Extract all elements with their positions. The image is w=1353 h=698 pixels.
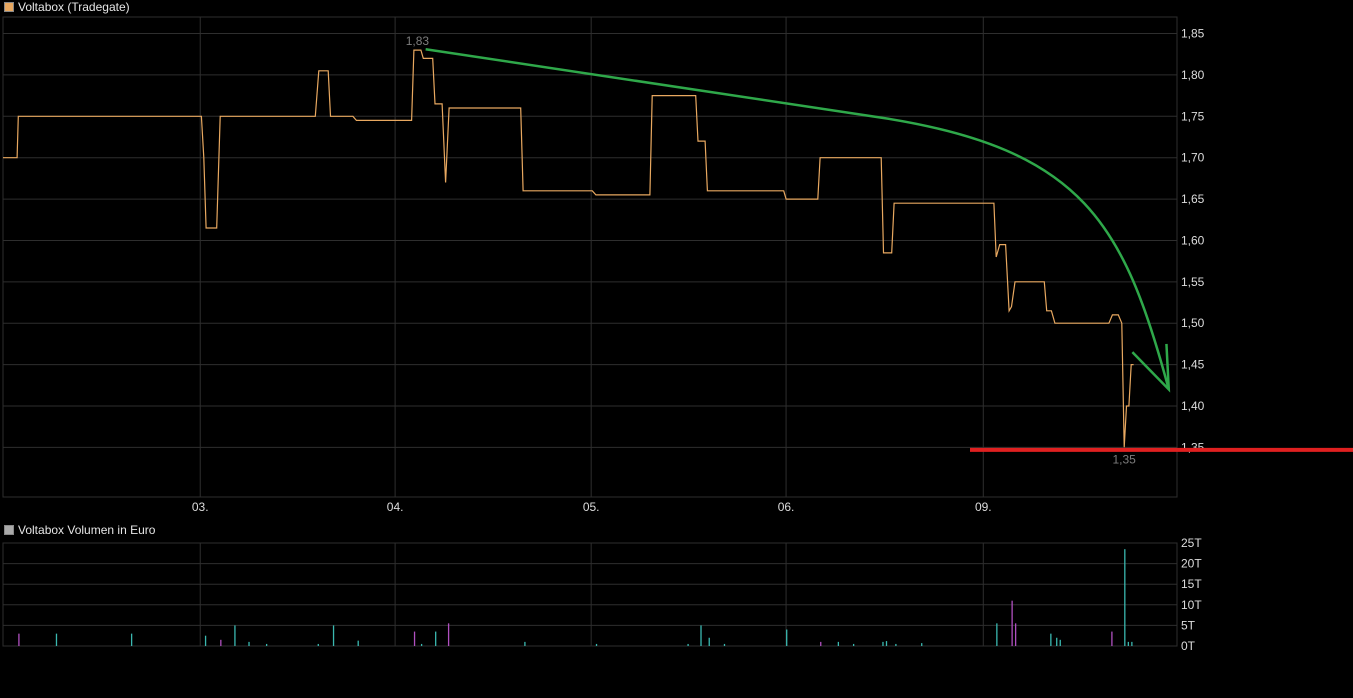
volume-bar — [882, 641, 884, 646]
volume-bar — [1111, 631, 1113, 646]
price-legend-label: Voltabox (Tradegate) — [18, 0, 130, 14]
volume-bar — [248, 641, 250, 646]
volume-bar — [820, 641, 822, 646]
volume-bar — [895, 643, 897, 646]
volume-bar — [332, 625, 335, 646]
volume-ytick-label: 20T — [1181, 557, 1202, 571]
volume-bar — [996, 623, 998, 646]
trend-arrow-drawing — [425, 48, 1170, 390]
volume-bar — [413, 631, 416, 646]
volume-bar — [1011, 600, 1013, 646]
volume-bar — [723, 643, 726, 646]
volume-bar — [357, 640, 359, 646]
volume-bar — [130, 633, 133, 646]
price-ytick-label: 1,80 — [1181, 68, 1205, 82]
volume-bar — [595, 643, 598, 646]
price-ytick-label: 1,45 — [1181, 358, 1205, 372]
low-annotation: 1,35 — [1112, 452, 1136, 466]
volume-bar — [687, 643, 689, 646]
xtick-label: 05. — [583, 500, 600, 514]
volume-bar — [204, 635, 207, 646]
price-ytick-label: 1,65 — [1181, 192, 1205, 206]
price-ytick-label: 1,35 — [1181, 440, 1205, 454]
volume-bar — [234, 625, 236, 646]
volume-bar — [435, 631, 437, 646]
volume-ytick-label: 25T — [1181, 536, 1202, 550]
volume-chart-legend: Voltabox Volumen in Euro — [4, 523, 155, 537]
volume-bar — [700, 625, 702, 646]
price-ytick-label: 1,85 — [1181, 27, 1205, 41]
volume-legend-swatch — [4, 525, 14, 535]
volume-bar — [265, 643, 268, 646]
price-plot-frame — [2, 16, 1178, 498]
xtick-label: 04. — [387, 500, 404, 514]
volume-bar — [18, 633, 20, 646]
price-line — [3, 49, 1134, 448]
volume-bar — [1124, 549, 1126, 646]
volume-ytick-label: 15T — [1181, 577, 1202, 591]
volume-plot-frame — [2, 542, 1178, 647]
volume-bar — [921, 643, 923, 646]
volume-bar — [1131, 641, 1133, 646]
volume-bar — [220, 639, 222, 646]
price-ytick-label: 1,40 — [1181, 399, 1205, 413]
volume-bar — [524, 641, 526, 646]
high-annotation: 1,83 — [406, 34, 430, 48]
xtick-label: 06. — [778, 500, 795, 514]
volume-bar — [1127, 641, 1129, 646]
volume-bar — [447, 623, 450, 646]
volume-bar — [852, 643, 855, 646]
price-ytick-label: 1,75 — [1181, 109, 1205, 123]
price-legend-swatch — [4, 2, 14, 12]
volume-bar — [1056, 637, 1058, 646]
price-chart-legend: Voltabox (Tradegate) — [4, 0, 130, 14]
volume-bar — [317, 643, 319, 646]
price-ytick-label: 1,70 — [1181, 151, 1205, 165]
volume-legend-label: Voltabox Volumen in Euro — [18, 523, 156, 537]
price-ytick-label: 1,60 — [1181, 233, 1205, 247]
volume-ytick-label: 5T — [1181, 618, 1196, 632]
volume-bar — [708, 637, 710, 646]
volume-ytick-label: 10T — [1181, 598, 1202, 612]
volume-bar — [1059, 639, 1061, 646]
volume-bar — [1014, 623, 1017, 646]
volume-bar — [55, 633, 58, 646]
price-ytick-label: 1,50 — [1181, 316, 1205, 330]
volume-ytick-label: 0T — [1181, 639, 1196, 653]
xtick-label: 03. — [192, 500, 209, 514]
xtick-label: 09. — [975, 500, 992, 514]
volume-bar — [786, 629, 788, 646]
volume-bar — [420, 643, 423, 646]
trend-arrowhead-drawing — [1131, 343, 1171, 393]
volume-bar — [885, 641, 888, 646]
volume-bar — [1050, 633, 1052, 646]
price-ytick-label: 1,55 — [1181, 275, 1205, 289]
volume-bar — [837, 641, 840, 646]
